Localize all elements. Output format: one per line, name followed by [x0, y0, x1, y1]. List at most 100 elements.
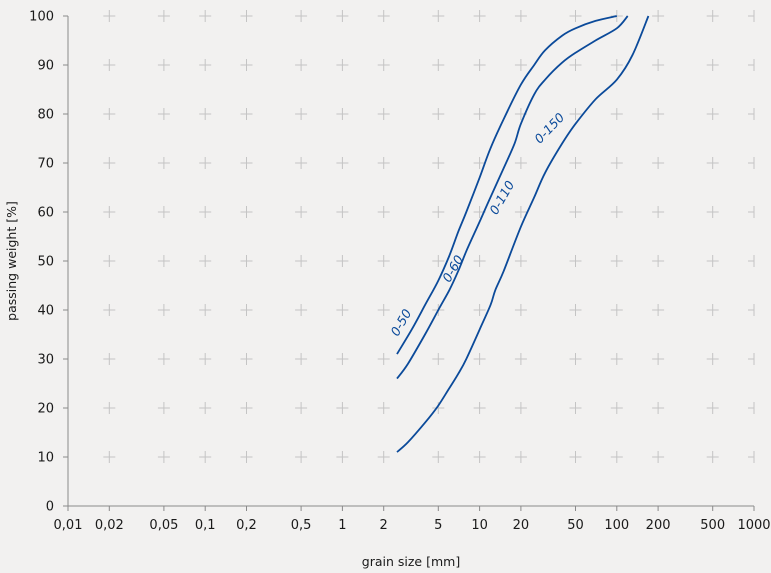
grid-cross	[514, 304, 527, 316]
grid-cross	[377, 304, 390, 316]
grid-cross	[569, 206, 582, 218]
grid-cross	[295, 255, 308, 267]
grid-cross	[157, 157, 170, 169]
grid-cross	[199, 10, 212, 22]
grid-cross	[295, 451, 308, 463]
grid-cross	[336, 206, 349, 218]
grid-cross	[199, 59, 212, 71]
grid-cross	[748, 451, 755, 463]
grid-cross	[103, 304, 116, 316]
x-tick-label: 0,1	[195, 518, 216, 533]
grid-cross	[336, 59, 349, 71]
curve-label: 0-50	[387, 306, 414, 338]
grid-cross	[473, 402, 486, 414]
x-tick-label: 0,2	[236, 518, 257, 533]
grid-cross	[432, 157, 445, 169]
grid-cross	[569, 402, 582, 414]
grid-cross	[706, 10, 719, 22]
grid-cross	[157, 206, 170, 218]
grid-cross	[569, 10, 582, 22]
grid-cross	[336, 304, 349, 316]
y-tick-label: 40	[37, 304, 54, 319]
grid-cross	[514, 402, 527, 414]
grid-cross	[295, 304, 308, 316]
grid-cross	[295, 10, 308, 22]
grid-cross	[569, 157, 582, 169]
y-tick-label: 30	[37, 353, 54, 368]
grid-cross	[199, 157, 212, 169]
x-tick-label: 10	[471, 518, 488, 533]
grid-cross	[295, 108, 308, 120]
grid-cross	[103, 255, 116, 267]
y-tick-label: 10	[37, 451, 54, 466]
grid-cross	[377, 402, 390, 414]
grid-cross	[240, 451, 253, 463]
grid-cross	[473, 451, 486, 463]
curve-0-50	[396, 15, 618, 355]
grid-cross	[514, 353, 527, 365]
grid-cross	[377, 255, 390, 267]
grid-cross	[514, 59, 527, 71]
x-tick-label: 100	[604, 518, 629, 533]
grid-cross	[103, 59, 116, 71]
grid-cross	[432, 206, 445, 218]
grid-cross	[610, 304, 623, 316]
y-axis-title: passing weight [%]	[4, 201, 19, 321]
grid-cross	[610, 59, 623, 71]
grid-cross	[432, 402, 445, 414]
curve-label: 0-150	[531, 110, 567, 147]
grid-cross	[336, 255, 349, 267]
x-tick-label: 0,5	[291, 518, 312, 533]
grid-cross	[706, 255, 719, 267]
grid-cross	[432, 10, 445, 22]
grid-cross	[377, 206, 390, 218]
grid-cross	[748, 206, 755, 218]
grid-cross	[240, 353, 253, 365]
grid-cross	[199, 402, 212, 414]
grid-cross	[748, 255, 755, 267]
y-tick-label: 50	[37, 255, 54, 270]
grid-cross	[240, 402, 253, 414]
x-tick-label: 200	[646, 518, 671, 533]
grid-cross	[652, 304, 665, 316]
grid-cross	[569, 108, 582, 120]
curve-0-110	[396, 15, 650, 453]
grid-cross	[652, 157, 665, 169]
grid-cross	[240, 304, 253, 316]
grid-cross	[610, 255, 623, 267]
grid-cross	[473, 353, 486, 365]
grid-cross	[610, 353, 623, 365]
grid-cross	[157, 10, 170, 22]
grid-cross	[652, 255, 665, 267]
grid-cross	[295, 402, 308, 414]
y-tick-label: 90	[37, 59, 54, 74]
x-tick-label: 20	[513, 518, 530, 533]
x-axis-ticks: 0,01 0,02 0,05 0,1 0,2 0,5 1 2 5 10 20 50 100 200 500 1…	[54, 506, 771, 533]
x-tick-label: 0,01	[54, 518, 83, 533]
grid-cross	[295, 353, 308, 365]
x-axis-title: grain size [mm]	[362, 554, 460, 569]
grid-cross	[240, 255, 253, 267]
y-tick-label: 20	[37, 402, 54, 417]
grid-cross	[199, 108, 212, 120]
curve-label: 0-60	[439, 252, 466, 284]
grid-cross	[432, 59, 445, 71]
grid-cross	[432, 353, 445, 365]
grid-cross	[473, 157, 486, 169]
grid-cross	[706, 304, 719, 316]
grid-cross	[199, 304, 212, 316]
grid-cross	[157, 108, 170, 120]
grid-cross	[514, 255, 527, 267]
grid-cross	[610, 402, 623, 414]
grid-cross	[569, 255, 582, 267]
grid-cross	[569, 304, 582, 316]
grid-cross	[336, 451, 349, 463]
grid-cross	[652, 108, 665, 120]
grid-cross	[295, 206, 308, 218]
grid-cross	[748, 10, 755, 22]
grid-cross	[652, 451, 665, 463]
grid-cross	[652, 10, 665, 22]
grid-cross	[240, 10, 253, 22]
grid-cross	[706, 353, 719, 365]
